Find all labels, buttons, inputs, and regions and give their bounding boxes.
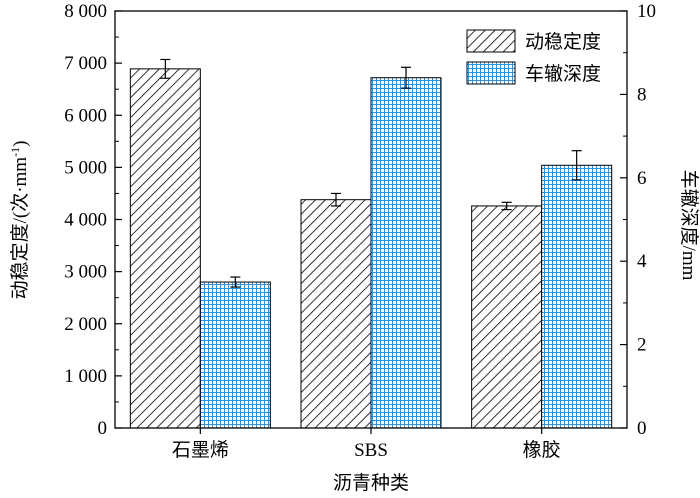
right-tick-label: 8 [637, 84, 647, 105]
left-axis-label-main: 动稳定度/(次·mm [9, 157, 31, 300]
right-tick-label: 0 [637, 418, 647, 439]
right-tick-label: 4 [637, 251, 647, 272]
right-tick-label: 6 [637, 168, 647, 189]
bar-stability-1 [300, 199, 372, 429]
bars-layer [129, 68, 613, 429]
left-tick-label: 1 000 [64, 366, 107, 387]
error-bars-layer [160, 58, 582, 288]
left-tick-label: 5 000 [64, 157, 107, 178]
left-tick-label: 2 000 [64, 314, 107, 335]
left-tick-label: 7 000 [64, 53, 107, 74]
legend-swatch-stability [466, 29, 516, 53]
legend-label-stability: 动稳定度 [525, 31, 601, 53]
bar-rut-depth-2 [541, 164, 613, 429]
right-tick-label: 2 [637, 335, 647, 356]
left-axis-label: 动稳定度/(次·mm-1) [8, 141, 31, 300]
right-axis-label: 车辙深度/mm [678, 170, 700, 281]
right-axis: 0 2 4 6 8 10 [620, 1, 656, 439]
x-axis: 石墨烯 SBS 橡胶 [172, 428, 561, 461]
left-tick-label: 6 000 [64, 105, 107, 126]
legend: 动稳定度 车辙深度 [466, 29, 601, 85]
bar-rut-depth-0 [199, 281, 271, 429]
left-axis-label-superscript: -1 [8, 147, 22, 157]
bar-stability-2 [471, 205, 543, 429]
bar-rut-depth-1 [370, 77, 442, 429]
x-axis-label: 沥青种类 [333, 472, 409, 494]
bar-stability-0 [129, 68, 201, 429]
x-tick-label: 橡胶 [523, 439, 561, 461]
left-tick-label: 4 000 [64, 210, 107, 231]
legend-label-rut-depth: 车辙深度 [525, 63, 601, 85]
left-tick-label: 8 000 [64, 1, 107, 22]
left-axis: 0 1 000 2 000 3 000 4 000 5 000 6 000 7 000 8 00… [64, 1, 122, 439]
legend-swatch-rut-depth [466, 61, 516, 85]
left-tick-label: 0 [98, 418, 108, 439]
right-tick-label: 10 [637, 1, 656, 22]
x-tick-label: 石墨烯 [172, 439, 229, 461]
left-axis-label-tail: ) [10, 141, 31, 147]
left-tick-label: 3 000 [64, 262, 107, 283]
x-tick-label: SBS [354, 440, 388, 461]
